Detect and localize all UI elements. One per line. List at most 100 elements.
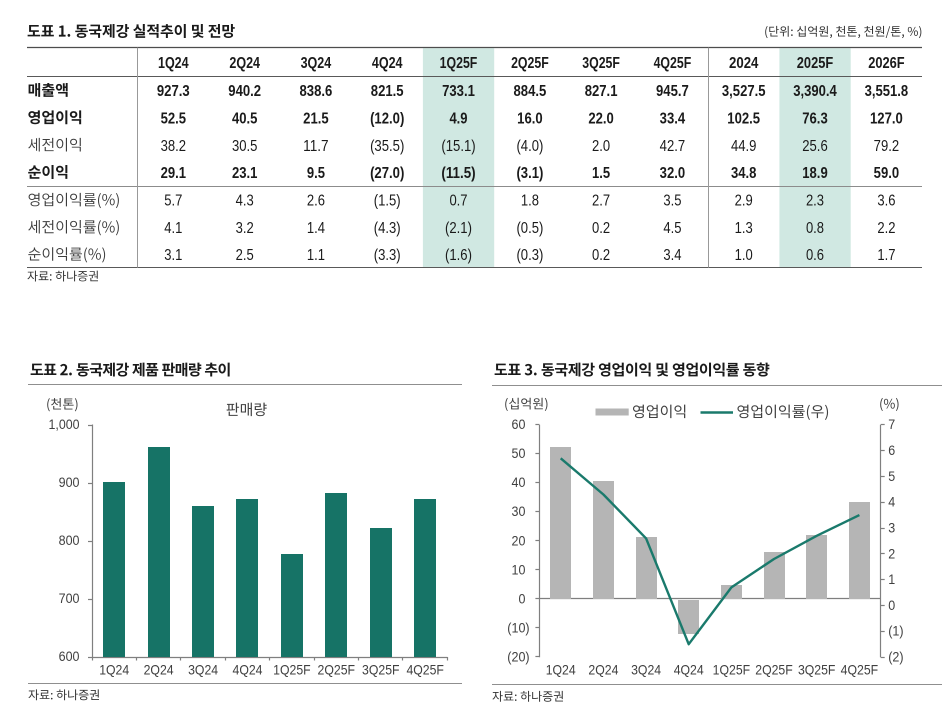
svg-text:59.0: 59.0: [874, 165, 900, 182]
svg-text:4.5: 4.5: [663, 220, 681, 237]
svg-text:2.7: 2.7: [592, 193, 610, 210]
svg-text:0.6: 0.6: [806, 247, 824, 264]
svg-text:25.6: 25.6: [802, 138, 828, 155]
svg-text:900: 900: [59, 475, 80, 490]
svg-text:3: 3: [888, 520, 895, 535]
svg-text:4Q25F: 4Q25F: [654, 55, 692, 72]
svg-text:44.9: 44.9: [731, 138, 757, 155]
svg-text:945.7: 945.7: [656, 83, 689, 100]
svg-text:3,551.8: 3,551.8: [865, 83, 909, 100]
svg-text:40: 40: [512, 475, 526, 490]
svg-text:34.8: 34.8: [731, 165, 757, 182]
svg-text:52.5: 52.5: [161, 110, 187, 127]
svg-text:18.9: 18.9: [802, 165, 828, 182]
svg-text:42.7: 42.7: [660, 138, 686, 155]
svg-text:22.0: 22.0: [588, 110, 614, 127]
svg-text:3Q25F: 3Q25F: [362, 662, 400, 678]
svg-text:3Q25F: 3Q25F: [798, 662, 836, 678]
svg-text:2Q25F: 2Q25F: [755, 662, 793, 678]
svg-text:50: 50: [512, 446, 526, 461]
svg-text:1: 1: [888, 572, 895, 587]
svg-text:2.0: 2.0: [592, 138, 610, 155]
svg-text:1.8: 1.8: [521, 193, 539, 210]
svg-text:1Q24: 1Q24: [546, 662, 576, 678]
svg-text:33.4: 33.4: [660, 110, 686, 127]
svg-text:10: 10: [512, 562, 526, 577]
svg-text:(15.1): (15.1): [441, 138, 475, 155]
svg-text:733.1: 733.1: [442, 83, 475, 100]
svg-text:940.2: 940.2: [228, 83, 261, 100]
svg-text:(10): (10): [507, 620, 529, 635]
svg-text:(3.1): (3.1): [516, 165, 543, 182]
svg-text:(1): (1): [888, 624, 903, 639]
svg-text:4Q25F: 4Q25F: [841, 662, 879, 678]
svg-text:2026F: 2026F: [868, 55, 905, 72]
svg-text:1.5: 1.5: [592, 165, 610, 182]
svg-text:0: 0: [518, 591, 525, 606]
svg-text:1.0: 1.0: [735, 247, 753, 264]
svg-text:838.6: 838.6: [300, 83, 333, 100]
svg-text:6: 6: [888, 443, 895, 458]
svg-text:(1.6): (1.6): [445, 247, 472, 264]
svg-text:2Q24: 2Q24: [229, 55, 260, 72]
svg-text:1Q25F: 1Q25F: [713, 662, 751, 678]
svg-text:60: 60: [512, 417, 526, 432]
svg-text:(0.5): (0.5): [516, 220, 543, 237]
svg-text:4.9: 4.9: [449, 110, 467, 127]
svg-text:827.1: 827.1: [585, 83, 618, 100]
svg-text:(35.5): (35.5): [370, 138, 404, 155]
svg-text:(12.0): (12.0): [370, 110, 404, 127]
svg-text:4Q24: 4Q24: [674, 662, 704, 678]
svg-text:3.1: 3.1: [164, 247, 182, 264]
svg-text:800: 800: [59, 533, 80, 548]
svg-text:3Q25F: 3Q25F: [582, 55, 620, 72]
svg-text:29.1: 29.1: [161, 165, 187, 182]
svg-text:3,390.4: 3,390.4: [793, 83, 837, 100]
svg-text:1.3: 1.3: [735, 220, 753, 237]
svg-text:927.3: 927.3: [157, 83, 190, 100]
svg-text:3Q24: 3Q24: [301, 55, 332, 72]
svg-text:0: 0: [888, 598, 895, 613]
svg-text:9.5: 9.5: [307, 165, 325, 182]
svg-text:(11.5): (11.5): [441, 165, 475, 182]
svg-text:821.5: 821.5: [371, 83, 404, 100]
svg-text:1.7: 1.7: [877, 247, 895, 264]
svg-text:(0.3): (0.3): [516, 247, 543, 264]
svg-text:(4.0): (4.0): [516, 138, 543, 155]
svg-text:2Q25F: 2Q25F: [318, 662, 356, 678]
svg-text:30: 30: [512, 504, 526, 519]
svg-text:0.2: 0.2: [592, 247, 610, 264]
svg-text:3.4: 3.4: [663, 247, 681, 264]
svg-text:3Q24: 3Q24: [188, 662, 218, 678]
svg-text:3.6: 3.6: [877, 193, 895, 210]
svg-text:1.4: 1.4: [307, 220, 325, 237]
svg-text:(27.0): (27.0): [370, 165, 404, 182]
svg-text:2.9: 2.9: [735, 193, 753, 210]
svg-text:4Q24: 4Q24: [233, 662, 263, 678]
svg-text:2Q24: 2Q24: [588, 662, 618, 678]
svg-text:2Q24: 2Q24: [144, 662, 174, 678]
svg-text:32.0: 32.0: [660, 165, 686, 182]
svg-text:5.7: 5.7: [164, 193, 182, 210]
svg-text:(1.5): (1.5): [374, 193, 401, 210]
svg-text:884.5: 884.5: [514, 83, 547, 100]
svg-text:23.1: 23.1: [232, 165, 258, 182]
svg-text:600: 600: [59, 649, 80, 664]
svg-text:(4.3): (4.3): [374, 220, 401, 237]
svg-text:(3.3): (3.3): [374, 247, 401, 264]
svg-text:(20): (20): [507, 649, 529, 664]
svg-text:30.5: 30.5: [232, 138, 258, 155]
svg-text:3.5: 3.5: [663, 193, 681, 210]
svg-text:0.2: 0.2: [592, 220, 610, 237]
svg-text:1Q24: 1Q24: [158, 55, 189, 72]
svg-text:700: 700: [59, 591, 80, 606]
svg-text:4: 4: [888, 495, 895, 510]
svg-text:127.0: 127.0: [870, 110, 903, 127]
svg-text:0.7: 0.7: [449, 193, 467, 210]
svg-text:4Q25F: 4Q25F: [406, 662, 444, 678]
svg-text:2.3: 2.3: [806, 193, 824, 210]
svg-text:38.2: 38.2: [161, 138, 187, 155]
svg-text:1Q24: 1Q24: [99, 662, 129, 678]
svg-text:102.5: 102.5: [727, 110, 760, 127]
svg-text:2024: 2024: [729, 55, 758, 72]
